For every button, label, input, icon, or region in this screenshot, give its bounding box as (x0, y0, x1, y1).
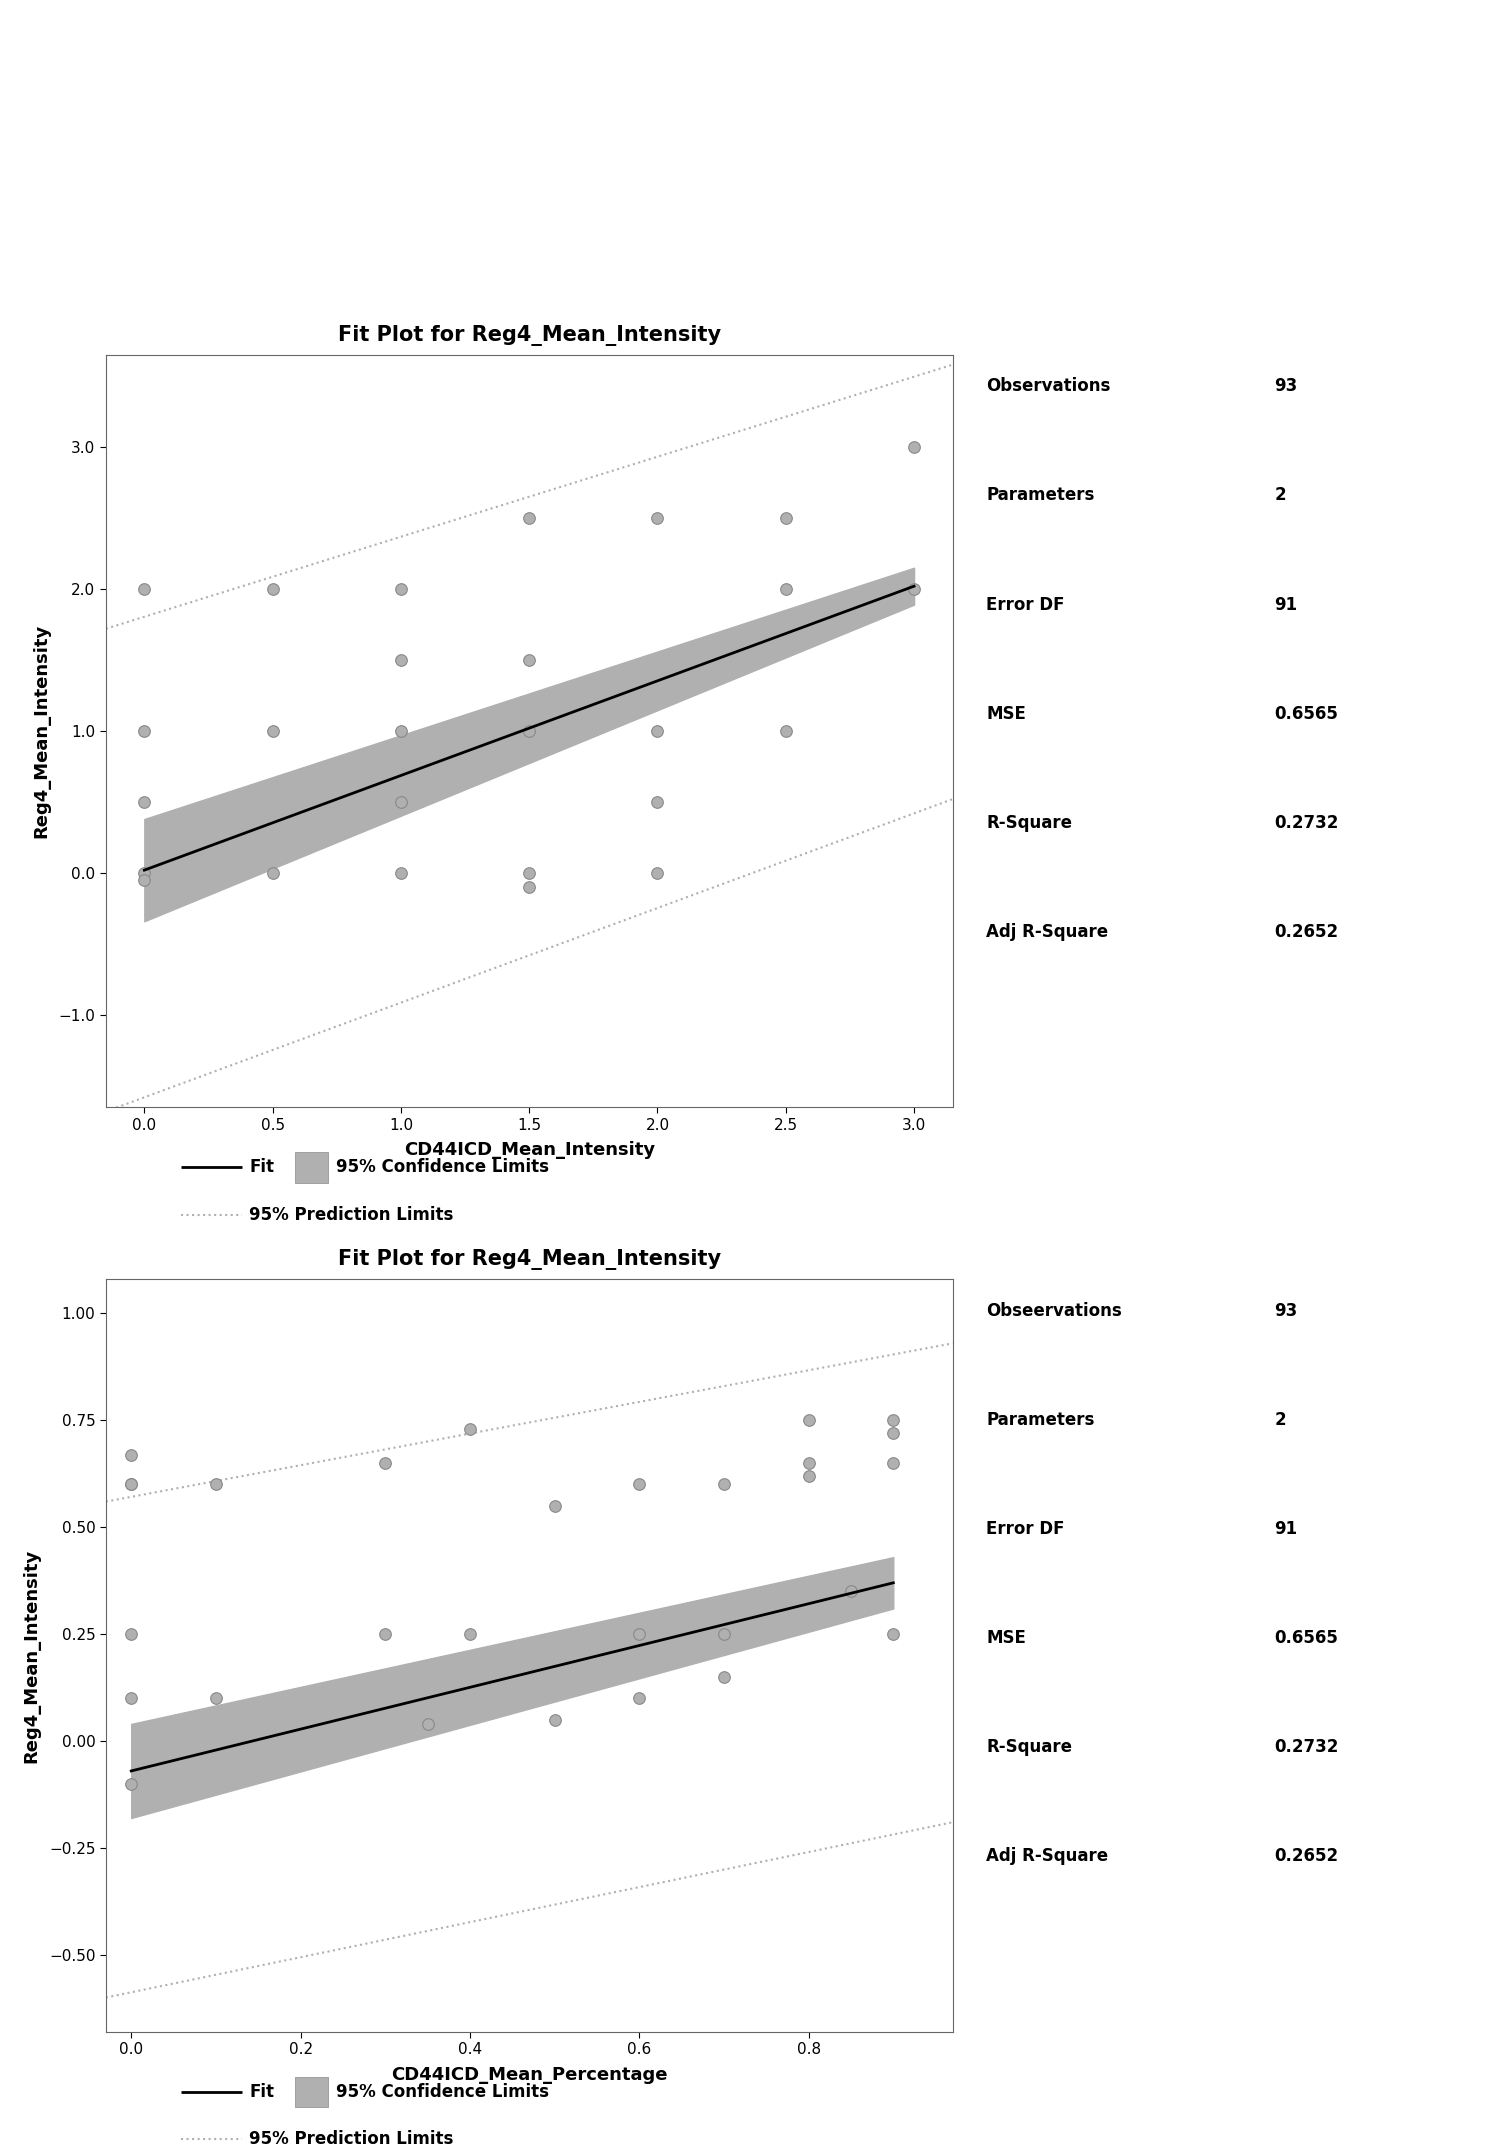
Point (119, 1767, 144, 1802)
Point (881, 1617, 906, 1651)
Point (517, 501, 541, 535)
Text: MSE: MSE (986, 1630, 1027, 1647)
Point (389, 714, 413, 748)
Text: 95% Confidence Limits: 95% Confidence Limits (336, 2083, 549, 2101)
Point (646, 856, 670, 890)
Point (881, 1417, 906, 1451)
Point (132, 856, 156, 890)
Point (774, 714, 798, 748)
Point (903, 572, 927, 606)
Y-axis label: Reg4_Mean_Intensity: Reg4_Mean_Intensity (32, 624, 50, 839)
Text: 0.2732: 0.2732 (1275, 815, 1338, 832)
Text: 95% Prediction Limits: 95% Prediction Limits (249, 1206, 454, 1223)
Point (132, 714, 156, 748)
Point (712, 1466, 736, 1501)
X-axis label: CD44ICD_Mean_Intensity: CD44ICD_Mean_Intensity (404, 1142, 655, 1159)
Point (458, 1617, 482, 1651)
Point (119, 1438, 144, 1473)
Point (881, 1447, 906, 1481)
Point (646, 785, 670, 819)
Text: R-Square: R-Square (986, 1737, 1072, 1757)
Point (543, 1488, 567, 1522)
Point (204, 1466, 228, 1501)
Point (389, 785, 413, 819)
Text: R-Square: R-Square (986, 815, 1072, 832)
Point (260, 572, 284, 606)
Text: 93: 93 (1275, 378, 1297, 396)
Point (517, 714, 541, 748)
Point (373, 1617, 398, 1651)
Text: Obseervations: Obseervations (986, 1303, 1122, 1320)
Y-axis label: Reg4_Mean_Intensity: Reg4_Mean_Intensity (23, 1548, 41, 1763)
Text: 2: 2 (1275, 486, 1285, 505)
Point (774, 501, 798, 535)
Point (260, 714, 284, 748)
Text: 91: 91 (1275, 596, 1297, 613)
Point (627, 1617, 652, 1651)
Point (797, 1404, 821, 1438)
Text: 0.2652: 0.2652 (1275, 922, 1338, 942)
Point (839, 1574, 863, 1608)
Point (543, 1703, 567, 1737)
Point (119, 1617, 144, 1651)
Text: 95% Confidence Limits: 95% Confidence Limits (336, 1159, 549, 1176)
Text: 0.2652: 0.2652 (1275, 1847, 1338, 1866)
Point (903, 430, 927, 464)
Point (797, 1458, 821, 1492)
Point (132, 572, 156, 606)
Text: Fit: Fit (249, 2083, 275, 2101)
Point (119, 1466, 144, 1501)
Text: 91: 91 (1275, 1520, 1297, 1537)
Point (204, 1681, 228, 1716)
Text: 2: 2 (1275, 1410, 1285, 1430)
Text: Adj R-Square: Adj R-Square (986, 1847, 1108, 1866)
Text: 0.2732: 0.2732 (1275, 1737, 1338, 1757)
Text: Observations: Observations (986, 378, 1111, 396)
Text: 93: 93 (1275, 1303, 1297, 1320)
Text: 0.6565: 0.6565 (1275, 705, 1338, 722)
Point (517, 643, 541, 677)
Title: Fit Plot for Reg4_Mean_Intensity: Fit Plot for Reg4_Mean_Intensity (337, 1249, 721, 1271)
Text: MSE: MSE (986, 705, 1027, 722)
Point (774, 572, 798, 606)
Point (646, 501, 670, 535)
Text: Fit: Fit (249, 1159, 275, 1176)
Text: Parameters: Parameters (986, 1410, 1095, 1430)
Point (119, 1466, 144, 1501)
Point (373, 1447, 398, 1481)
Point (389, 856, 413, 890)
Point (119, 1681, 144, 1716)
Point (389, 643, 413, 677)
Text: Error DF: Error DF (986, 596, 1064, 613)
Point (881, 1404, 906, 1438)
Point (797, 1447, 821, 1481)
Point (712, 1660, 736, 1694)
Point (712, 1617, 736, 1651)
Text: 95% Prediction Limits: 95% Prediction Limits (249, 2131, 454, 2148)
Point (132, 785, 156, 819)
Point (389, 572, 413, 606)
Point (132, 862, 156, 897)
Point (458, 1413, 482, 1447)
Text: Adj R-Square: Adj R-Square (986, 922, 1108, 942)
X-axis label: CD44ICD_Mean_Percentage: CD44ICD_Mean_Percentage (392, 2066, 667, 2083)
Point (627, 1466, 652, 1501)
Text: 0.6565: 0.6565 (1275, 1630, 1338, 1647)
Text: Error DF: Error DF (986, 1520, 1064, 1537)
Title: Fit Plot for Reg4_Mean_Intensity: Fit Plot for Reg4_Mean_Intensity (337, 325, 721, 346)
Point (646, 714, 670, 748)
Point (260, 856, 284, 890)
Point (627, 1681, 652, 1716)
Point (416, 1707, 440, 1742)
Text: Parameters: Parameters (986, 486, 1095, 505)
Point (517, 856, 541, 890)
Point (517, 871, 541, 905)
